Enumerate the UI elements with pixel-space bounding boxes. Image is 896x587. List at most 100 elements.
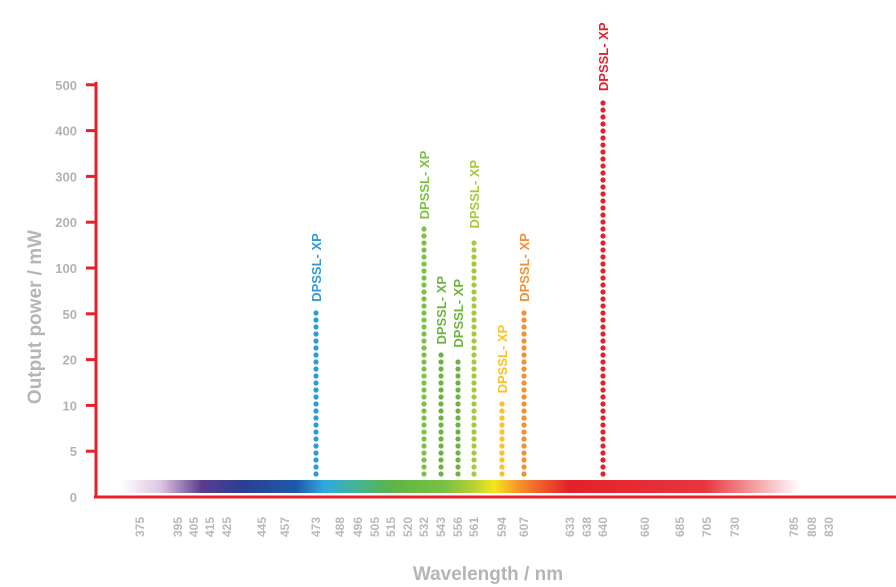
data-point bbox=[455, 422, 461, 428]
series-label: DPSSL- XP bbox=[309, 233, 324, 302]
data-point bbox=[313, 450, 319, 456]
y-tick-label: 500 bbox=[55, 78, 77, 93]
data-point bbox=[600, 394, 606, 400]
data-point bbox=[421, 443, 427, 449]
x-tick-label: 405 bbox=[187, 517, 201, 537]
data-point bbox=[421, 317, 427, 323]
x-tick-label: 515 bbox=[384, 517, 398, 537]
data-point bbox=[600, 142, 606, 148]
data-point bbox=[600, 121, 606, 127]
data-point bbox=[600, 128, 606, 134]
data-point bbox=[600, 422, 606, 428]
data-point bbox=[421, 408, 427, 414]
x-tick-label: 660 bbox=[638, 517, 652, 537]
data-point bbox=[438, 380, 444, 386]
data-point bbox=[600, 401, 606, 407]
data-point bbox=[471, 457, 477, 463]
series-label: DPSSL- XP bbox=[467, 160, 482, 229]
data-point bbox=[421, 401, 427, 407]
data-point bbox=[471, 240, 477, 246]
data-point bbox=[471, 464, 477, 470]
data-point bbox=[421, 331, 427, 337]
data-point bbox=[471, 443, 477, 449]
data-point bbox=[421, 380, 427, 386]
series-640: DPSSL- XP bbox=[596, 22, 611, 477]
data-point bbox=[471, 415, 477, 421]
data-point bbox=[521, 415, 527, 421]
data-point bbox=[521, 359, 527, 365]
data-point bbox=[499, 429, 505, 435]
data-point bbox=[438, 359, 444, 365]
data-point bbox=[455, 401, 461, 407]
series-561: DPSSL- XP bbox=[467, 160, 482, 477]
data-point bbox=[471, 275, 477, 281]
x-tick-label: 532 bbox=[417, 517, 431, 537]
series-473: DPSSL- XP bbox=[309, 233, 324, 477]
data-point bbox=[438, 450, 444, 456]
spectrum-bar bbox=[120, 480, 800, 493]
data-point bbox=[521, 366, 527, 372]
data-point bbox=[600, 310, 606, 316]
y-tick-label: 100 bbox=[55, 261, 77, 276]
data-point bbox=[471, 408, 477, 414]
data-point bbox=[471, 387, 477, 393]
data-point bbox=[521, 401, 527, 407]
data-point bbox=[313, 310, 319, 316]
data-point bbox=[438, 457, 444, 463]
series-594: DPSSL- XP bbox=[495, 324, 510, 477]
data-point bbox=[471, 422, 477, 428]
data-point bbox=[313, 338, 319, 344]
data-point bbox=[600, 408, 606, 414]
data-point bbox=[600, 114, 606, 120]
data-point bbox=[471, 289, 477, 295]
data-point bbox=[471, 436, 477, 442]
data-point bbox=[421, 373, 427, 379]
data-point bbox=[521, 387, 527, 393]
data-point bbox=[471, 359, 477, 365]
data-point bbox=[438, 443, 444, 449]
y-tick-label: 400 bbox=[55, 124, 77, 139]
data-point bbox=[600, 464, 606, 470]
data-point bbox=[313, 436, 319, 442]
data-point bbox=[438, 436, 444, 442]
data-point bbox=[600, 156, 606, 162]
data-point bbox=[600, 100, 606, 106]
data-point bbox=[600, 380, 606, 386]
data-point bbox=[471, 401, 477, 407]
data-point bbox=[521, 352, 527, 358]
x-axis-title: Wavelength / nm bbox=[413, 564, 563, 585]
data-point bbox=[313, 387, 319, 393]
data-point bbox=[421, 422, 427, 428]
data-point bbox=[421, 450, 427, 456]
x-tick-label: 415 bbox=[203, 517, 217, 537]
x-tick-label: 457 bbox=[278, 517, 292, 537]
data-point bbox=[438, 415, 444, 421]
data-point bbox=[521, 338, 527, 344]
data-point bbox=[521, 317, 527, 323]
data-point bbox=[600, 366, 606, 372]
data-point bbox=[455, 464, 461, 470]
data-point bbox=[600, 170, 606, 176]
data-point bbox=[421, 226, 427, 232]
data-point bbox=[313, 429, 319, 435]
data-point bbox=[600, 219, 606, 225]
data-point bbox=[471, 394, 477, 400]
data-point bbox=[521, 464, 527, 470]
data-point bbox=[521, 422, 527, 428]
data-point bbox=[521, 457, 527, 463]
data-point bbox=[313, 366, 319, 372]
data-point bbox=[600, 226, 606, 232]
data-point bbox=[521, 394, 527, 400]
x-tick-label: 425 bbox=[220, 517, 234, 537]
data-point bbox=[471, 254, 477, 260]
y-tick-label: 200 bbox=[55, 215, 77, 230]
data-point bbox=[313, 415, 319, 421]
data-point bbox=[421, 457, 427, 463]
data-point bbox=[313, 443, 319, 449]
data-point bbox=[471, 373, 477, 379]
data-point bbox=[471, 303, 477, 309]
data-point bbox=[600, 191, 606, 197]
data-point bbox=[600, 345, 606, 351]
